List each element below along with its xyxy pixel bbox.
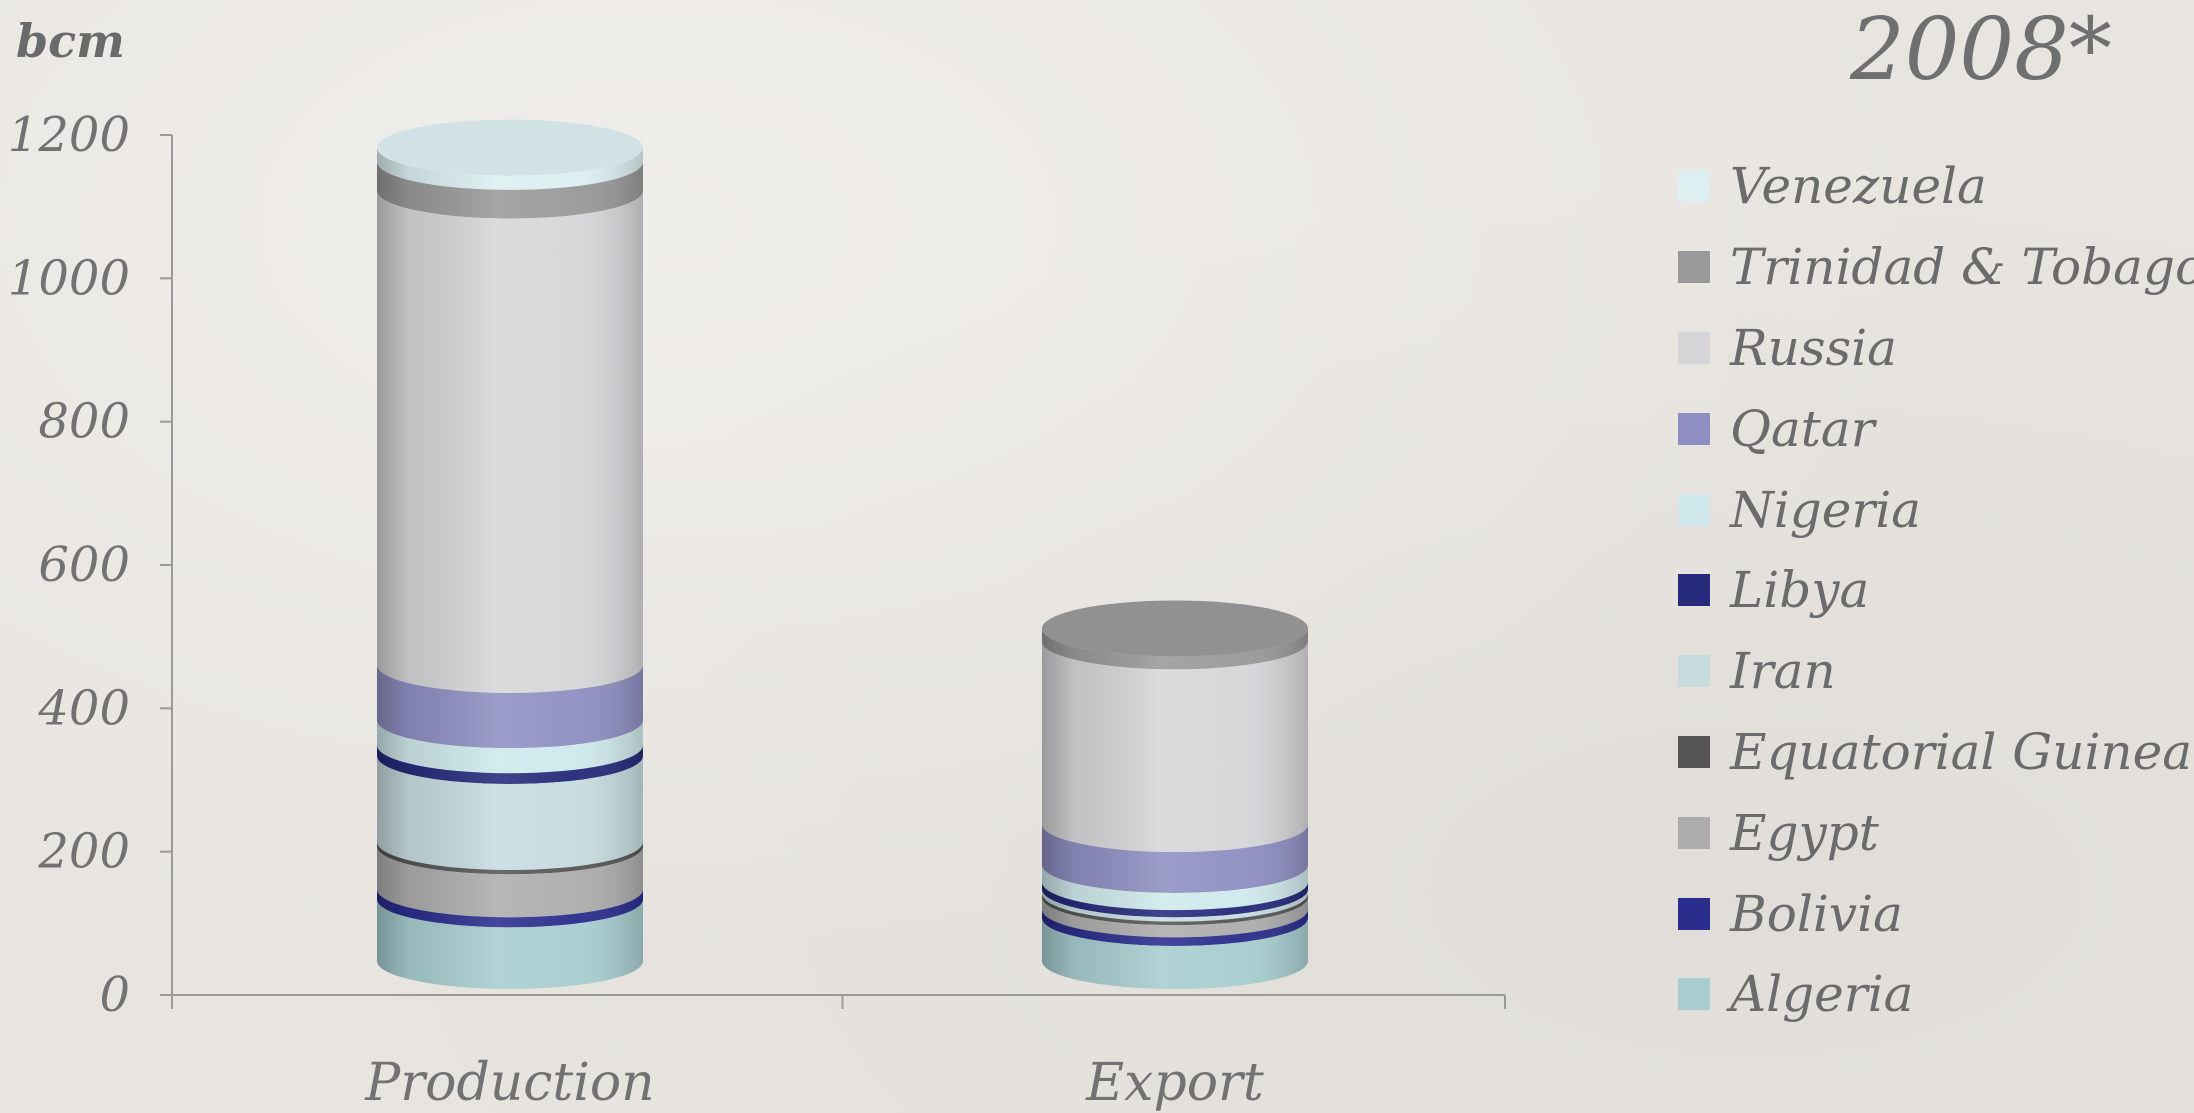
legend-item: Equatorial Guinea <box>1678 712 2192 793</box>
axes: 0 200 400 600 800 1000 1200 Production Export <box>8 107 1506 1113</box>
legend-label: Algeria <box>1730 965 1914 1024</box>
cylinder-top-cap <box>377 119 643 176</box>
legend-item: Egypt <box>1678 792 2178 873</box>
legend-label: Equatorial Guinea <box>1730 722 2193 781</box>
cylinder-top-cap-shade <box>1042 600 1308 657</box>
cylinders <box>377 119 1308 990</box>
cylinder-production <box>377 119 643 990</box>
legend-swatch <box>1678 655 1710 688</box>
legend-label: Venezuela <box>1730 157 1987 216</box>
cylinder-shading <box>1042 628 1308 989</box>
legend-swatch <box>1678 331 1710 364</box>
chart-title: 2008* <box>1850 0 2112 100</box>
legend: Venezuela Trinidad & Tobago Russia Qatar Nig… <box>1678 146 2194 1035</box>
y-tick-label: 0 <box>99 967 130 1023</box>
y-tick-label: 400 <box>37 680 130 736</box>
y-tick-label: 800 <box>38 394 130 450</box>
legend-item: Trinidad & Tobago <box>1678 227 2194 308</box>
legend-label: Nigeria <box>1730 480 1922 539</box>
cylinder-export <box>1042 600 1308 989</box>
legend-item: Qatar <box>1678 388 2178 469</box>
legend-item: Iran <box>1678 631 2178 712</box>
legend-label: Libya <box>1730 561 1870 620</box>
y-axis-unit-label: bcm <box>16 14 125 68</box>
legend-item: Venezuela <box>1678 146 2178 227</box>
legend-label: Iran <box>1730 642 1836 701</box>
x-category-label: Export <box>1085 1053 1264 1113</box>
legend-swatch <box>1678 735 1710 768</box>
legend-swatch <box>1678 251 1710 284</box>
legend-swatch <box>1678 170 1710 203</box>
y-tick-label: 200 <box>37 824 130 880</box>
legend-item: Russia <box>1678 308 2178 389</box>
legend-item: Algeria <box>1678 954 2178 1035</box>
legend-label: Bolivia <box>1730 884 1903 943</box>
legend-label: Qatar <box>1730 399 1875 458</box>
y-tick-label: 1200 <box>8 107 130 163</box>
legend-label: Russia <box>1730 318 1897 377</box>
legend-item: Libya <box>1678 550 2178 631</box>
legend-swatch <box>1678 574 1710 607</box>
legend-swatch <box>1678 897 1710 930</box>
x-category-label: Production <box>364 1053 654 1113</box>
legend-swatch <box>1678 493 1710 526</box>
y-tick-label: 600 <box>38 537 130 593</box>
legend-swatch <box>1678 412 1710 445</box>
legend-item: Bolivia <box>1678 873 2178 954</box>
y-tick-label: 1000 <box>8 250 130 306</box>
cylinder-shading <box>377 147 643 990</box>
legend-label: Egypt <box>1730 803 1879 862</box>
legend-swatch <box>1678 816 1710 849</box>
cylinder-top-cap-shade <box>377 119 643 176</box>
cylinder-top-cap <box>1042 600 1308 657</box>
legend-swatch <box>1678 978 1710 1011</box>
legend-item: Nigeria <box>1678 469 2178 550</box>
legend-label: Trinidad & Tobago <box>1730 238 2194 297</box>
